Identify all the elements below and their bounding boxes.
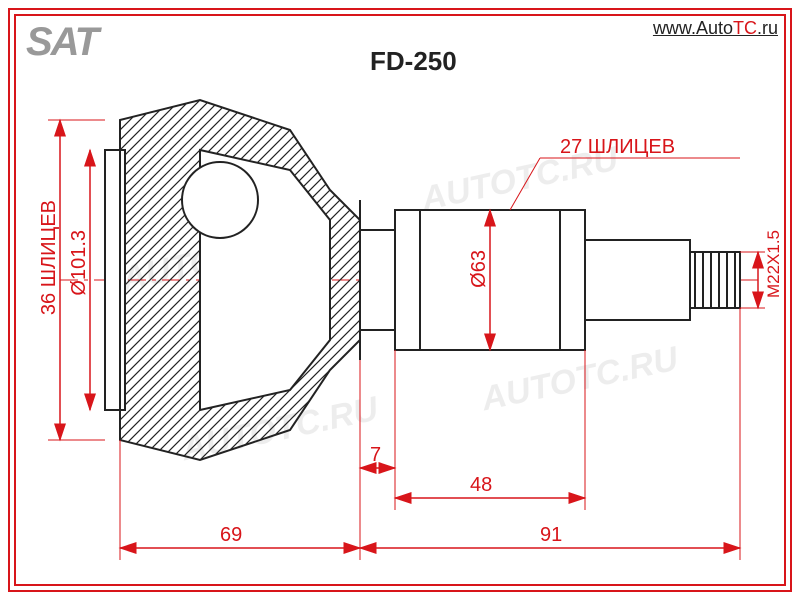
bell-housing <box>105 100 360 460</box>
splines-right-label: 27 ШЛИЦЕВ <box>560 136 675 159</box>
dim-48-label: 48 <box>470 474 492 497</box>
dim-7-label: 7 <box>370 444 381 467</box>
drawing-canvas <box>0 0 800 600</box>
splines-left-label: 36 ШЛИЦЕВ <box>38 200 61 315</box>
dim-91-label: 91 <box>540 524 562 547</box>
shaft-diameter-label: Ø63 <box>468 250 491 288</box>
outer-diameter-label: Ø101.3 <box>68 230 91 296</box>
neck <box>360 230 395 330</box>
shaft <box>395 210 740 350</box>
dim-69-label: 69 <box>220 524 242 547</box>
thread-label: M22X1.5 <box>764 230 784 298</box>
